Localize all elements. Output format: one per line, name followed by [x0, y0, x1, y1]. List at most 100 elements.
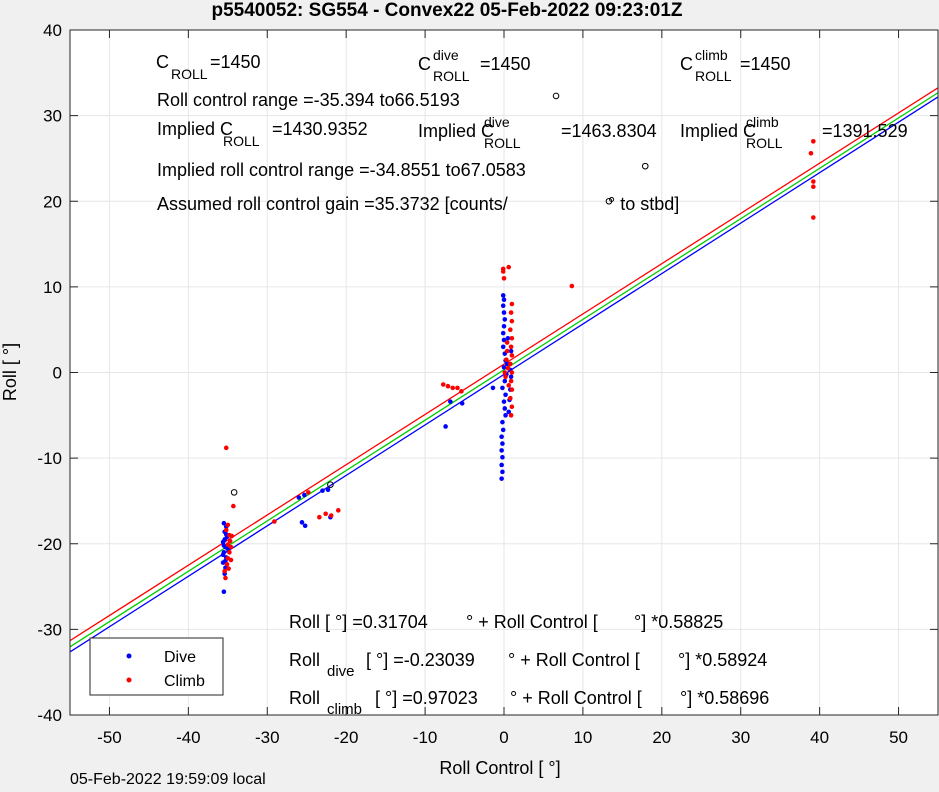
equation-dive-slope: °] *0.58924 — [678, 650, 767, 670]
point-dive — [499, 462, 504, 468]
point-dive — [501, 365, 507, 370]
point-climb — [227, 550, 232, 555]
y-tick-label: -30 — [37, 620, 62, 639]
degree-marker — [327, 481, 334, 488]
point-climb — [508, 413, 514, 418]
y-tick-label: -10 — [37, 449, 62, 468]
point-climb — [506, 383, 512, 388]
legend-box — [89, 637, 224, 696]
point-dive — [500, 385, 505, 391]
point-climb — [508, 310, 514, 315]
point-dive — [500, 293, 506, 298]
annotation-c_roll-base: C — [156, 52, 169, 72]
point-dive — [501, 337, 507, 343]
point-dive — [500, 303, 506, 309]
point-climb — [508, 378, 514, 384]
point-dive — [221, 589, 227, 594]
point-climb — [502, 370, 508, 375]
point-climb — [503, 374, 508, 380]
point-dive — [500, 441, 505, 446]
x-tick-label: 0 — [499, 728, 508, 747]
point-dive — [505, 335, 511, 341]
point-climb — [328, 513, 334, 518]
point-dive — [502, 378, 508, 384]
annotation-c_climb-base: C — [680, 54, 693, 74]
x-tick-label: 20 — [652, 728, 671, 747]
point-dive — [508, 348, 514, 354]
point-climb — [223, 575, 228, 581]
y-tick-label: 10 — [43, 278, 62, 297]
annotation-c_dive-sub: ROLL — [433, 68, 470, 84]
point-dive — [302, 492, 307, 498]
annotation-implied1-base: Implied C — [157, 119, 233, 139]
point-climb — [445, 383, 451, 389]
annotation-c_dive-base: C — [418, 54, 431, 74]
point-climb — [228, 557, 234, 563]
point-dive — [490, 385, 496, 391]
point-climb — [504, 357, 509, 362]
x-tick-label: -30 — [255, 728, 280, 747]
point-climb — [224, 562, 230, 567]
point-dive — [221, 543, 227, 548]
point-climb — [440, 382, 446, 387]
point-dive — [506, 409, 512, 415]
point-climb — [335, 508, 341, 513]
equation-climb-base: Roll — [289, 688, 320, 708]
equation-dive-base: Roll — [289, 650, 320, 670]
annotation-implied-range: Implied roll control range =-34.8551 to6… — [157, 160, 526, 180]
x-tick-label: 50 — [889, 728, 908, 747]
point-climb — [323, 511, 328, 517]
point-climb — [459, 389, 464, 394]
point-climb — [506, 264, 512, 270]
y-tick-label: 0 — [53, 364, 62, 383]
y-tick-label: 30 — [43, 107, 62, 126]
point-climb — [225, 522, 231, 528]
point-climb — [306, 490, 311, 495]
point-dive — [500, 454, 505, 460]
point-dive — [500, 419, 505, 425]
point-climb — [227, 538, 233, 544]
legend: Dive Climb — [89, 637, 224, 696]
x-axis-label: Roll Control [ °] — [439, 758, 560, 778]
point-dive — [320, 488, 325, 493]
point-climb — [231, 503, 236, 509]
equation-all-slope: °] *0.58825 — [634, 612, 723, 632]
y-tick-label: -20 — [37, 535, 62, 554]
point-dive — [503, 413, 508, 418]
annotation-c_climb-value: =1450 — [740, 54, 791, 74]
chart-title: p5540052: SG554 - Convex22 05-Feb-2022 0… — [211, 0, 682, 21]
y-tick-label: 40 — [43, 21, 62, 40]
point-dive — [500, 330, 506, 336]
annotation-implied2-base: Implied C — [418, 121, 494, 141]
point-climb — [228, 544, 234, 550]
fit-line-all — [69, 92, 939, 648]
degree-marker — [230, 489, 238, 496]
legend-marker-climb — [126, 677, 132, 683]
point-dive — [299, 520, 305, 525]
equation-dive-sub: dive — [327, 663, 355, 680]
point-dive — [501, 310, 507, 315]
point-dive — [220, 552, 226, 558]
legend-marker-dive — [126, 653, 132, 659]
x-tick-label: 30 — [731, 728, 750, 747]
point-dive — [502, 406, 508, 411]
point-dive — [448, 399, 453, 404]
point-climb — [500, 266, 506, 272]
point-climb — [505, 365, 511, 371]
point-climb — [504, 348, 510, 354]
point-climb — [811, 215, 816, 220]
y-axis-label: Roll [ °] — [0, 343, 20, 401]
annotation-implied3-sub: ROLL — [746, 135, 783, 151]
point-dive — [500, 344, 506, 350]
point-climb — [509, 387, 515, 392]
annotation-implied1-value: =1430.9352 — [272, 119, 368, 139]
point-climb — [225, 542, 231, 547]
point-climb — [272, 519, 277, 524]
annotation-c_roll-sub: ROLL — [171, 66, 208, 82]
point-climb — [227, 532, 232, 538]
y-tick-label: -40 — [37, 706, 62, 725]
y-axis-ticks: -40 -30 -20 -10 0 10 20 30 40 — [37, 21, 938, 725]
footer-timestamp: 05-Feb-2022 19:59:09 local — [70, 771, 266, 788]
annotation-implied1-sub: ROLL — [223, 133, 260, 149]
